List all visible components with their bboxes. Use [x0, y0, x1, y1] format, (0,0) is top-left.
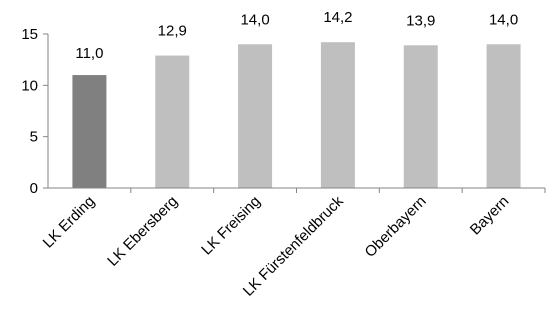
bars	[72, 42, 521, 189]
data-label: 14,0	[489, 11, 518, 28]
data-label: 14,0	[240, 11, 269, 28]
y-tick-label: 15	[21, 26, 38, 43]
bar	[155, 55, 190, 189]
bar	[403, 45, 438, 188]
category-label: Bayern	[467, 193, 513, 239]
data-labels: 11,0 12,9 14,0 14,2 13,9 14,0	[75, 9, 518, 62]
bar	[486, 44, 521, 189]
data-label: 14,2	[323, 9, 352, 26]
y-tick-label: 5	[30, 129, 38, 146]
bar	[72, 75, 107, 188]
data-label: 12,9	[158, 23, 187, 40]
bar	[320, 42, 355, 188]
bar	[238, 44, 273, 189]
y-tick-label: 10	[21, 77, 38, 94]
data-label: 11,0	[75, 45, 103, 62]
category-label: LK Freising	[198, 193, 264, 259]
category-label: LK Ebersberg	[104, 193, 181, 270]
category-label: LK Erding	[40, 193, 99, 252]
axes	[47, 34, 546, 193]
y-axis-ticks: 0 5 10 15	[21, 26, 48, 197]
category-label: Oberbayern	[362, 193, 430, 261]
data-label: 13,9	[406, 12, 435, 29]
y-tick-label: 0	[30, 180, 38, 197]
